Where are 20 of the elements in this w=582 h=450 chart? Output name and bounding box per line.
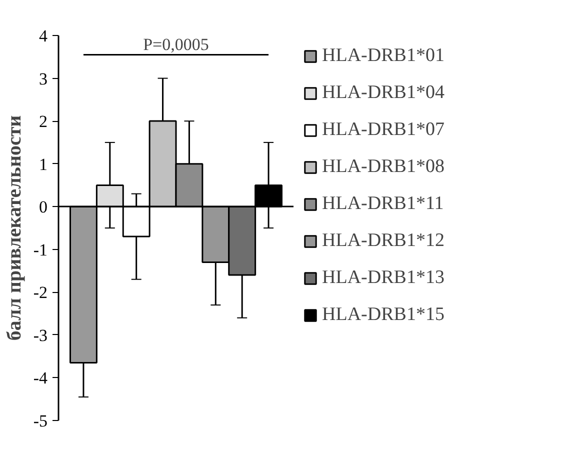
annotation: P=0,0005 xyxy=(143,34,209,54)
legend-label: HLA-DRB1*11 xyxy=(322,193,445,215)
legend-label: HLA-DRB1*12 xyxy=(322,230,446,252)
legend-label: HLA-DRB1*07 xyxy=(322,119,446,141)
y-tick-label: -5 xyxy=(33,412,48,430)
legend-label: HLA-DRB1*08 xyxy=(322,156,446,178)
y-tick-label: 1 xyxy=(39,154,48,174)
y-tick-label: -2 xyxy=(33,283,48,302)
legend-label: HLA-DRB1*13 xyxy=(322,267,446,289)
legend-label: HLA-DRB1*15 xyxy=(322,304,446,326)
y-tick-label: -1 xyxy=(33,240,48,260)
legend-label: HLA-DRB1*04 xyxy=(322,82,446,104)
y-axis-title: балл привлекательности xyxy=(3,115,26,341)
legend-label: HLA-DRB1*01 xyxy=(322,45,446,67)
y-tick-label: 3 xyxy=(39,69,48,88)
y-tick-label: 0 xyxy=(39,198,48,217)
y-tick-label: 2 xyxy=(39,112,48,132)
y-tick-label: 4 xyxy=(39,26,48,46)
y-tick-label: -3 xyxy=(33,326,48,345)
y-tick-label: -4 xyxy=(33,368,48,388)
